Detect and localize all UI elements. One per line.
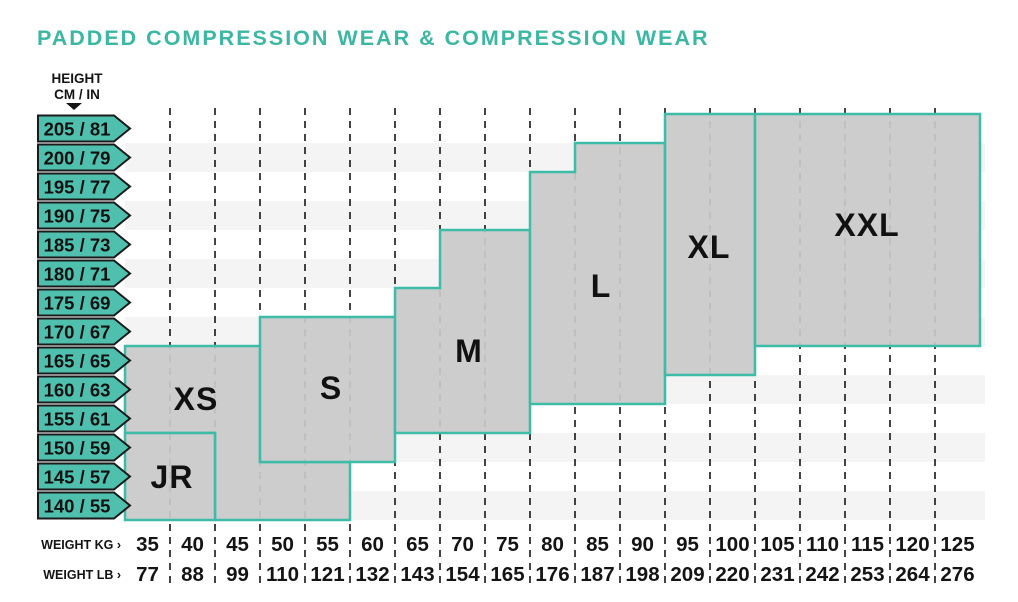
height-tag-label: 195 / 77	[44, 177, 111, 198]
page-title: PADDED COMPRESSION WEAR & COMPRESSION WE…	[37, 26, 710, 50]
height-tag-label: 175 / 69	[44, 293, 111, 314]
weight-value: 220	[715, 563, 749, 586]
height-tag-label: 190 / 75	[44, 206, 111, 227]
weight-value: 209	[670, 563, 704, 586]
height-tag	[37, 317, 132, 346]
size-region-label: M	[455, 333, 483, 369]
weight-value: 132	[355, 563, 389, 586]
height-tag-label: 140 / 55	[44, 496, 111, 517]
weight-value: 198	[625, 563, 659, 586]
size-region-label: XXL	[834, 207, 899, 243]
weight-value: 143	[400, 563, 434, 586]
weight-value: 70	[451, 533, 474, 556]
weight-value: 231	[760, 563, 794, 586]
weight-value: 50	[271, 533, 294, 556]
weight-value: 95	[676, 533, 699, 556]
weight-value: 105	[760, 533, 794, 556]
height-tag	[37, 433, 132, 462]
weight-value: 242	[805, 563, 839, 586]
height-tag-label: 155 / 61	[44, 409, 111, 430]
height-tag	[37, 201, 132, 230]
height-tag	[37, 143, 132, 172]
weight-value: 45	[226, 533, 249, 556]
size-region-xl: XL	[663, 112, 757, 377]
size-region-jr: JR	[123, 431, 217, 522]
height-tag	[37, 259, 132, 288]
weight-value: 88	[181, 563, 204, 586]
weight-value: 77	[136, 563, 159, 586]
height-tag	[37, 114, 132, 143]
weight-axis-lb: WEIGHT LB › 77 88 99 110 121 132 143 154 165 176 18…	[43, 563, 974, 586]
height-tag	[37, 230, 132, 259]
height-axis-title-line2: CM / IN	[54, 87, 100, 102]
weight-value: 99	[226, 563, 249, 586]
height-tag-label: 185 / 73	[44, 235, 111, 256]
weight-value: 165	[490, 563, 524, 586]
weight-axis-label: WEIGHT LB ›	[43, 568, 121, 582]
weight-value: 100	[715, 533, 749, 556]
weight-value: 60	[361, 533, 384, 556]
size-region-xs: XS	[123, 344, 352, 522]
size-region-l: L	[528, 141, 667, 406]
height-tag-label: 180 / 71	[44, 264, 111, 285]
weight-value: 90	[631, 533, 654, 556]
size-region-label: L	[591, 268, 612, 304]
height-tag	[37, 491, 132, 520]
height-tag-label: 200 / 79	[44, 148, 111, 169]
size-region-xxl: XXL	[753, 112, 982, 348]
height-tag	[37, 375, 132, 404]
weight-value: 85	[586, 533, 609, 556]
weight-value: 110	[806, 533, 839, 556]
size-region-m: M	[393, 228, 532, 435]
height-tag	[37, 288, 132, 317]
height-tag-label: 205 / 81	[44, 119, 111, 140]
size-region-label: XS	[174, 381, 219, 417]
weight-value: 176	[535, 563, 569, 586]
height-tag	[37, 346, 132, 375]
height-tags: 205 / 81 200 / 79 195 / 77 190 / 75 185 / 73…	[37, 114, 132, 520]
height-tag-label: 170 / 67	[44, 322, 111, 343]
weight-axis-kg: WEIGHT KG › 35 40 45 50 55 60 65 70 75 80 85 90 95 100…	[41, 533, 974, 556]
weight-value: 80	[541, 533, 564, 556]
down-arrow-icon	[66, 103, 82, 110]
weight-value: 154	[445, 563, 480, 586]
weight-value: 110	[266, 563, 299, 586]
size-region-label: S	[320, 370, 342, 406]
height-tag-label: 145 / 57	[44, 467, 111, 488]
weight-value: 125	[940, 533, 974, 556]
weight-value: 55	[316, 533, 339, 556]
height-tag-label: 165 / 65	[44, 351, 111, 372]
size-region-label: XL	[688, 229, 731, 265]
height-tag	[37, 404, 132, 433]
weight-value: 75	[496, 533, 519, 556]
size-region-shape	[258, 315, 397, 464]
weight-value: 264	[895, 563, 930, 586]
weight-value: 35	[136, 533, 159, 556]
height-tag-label: 160 / 63	[44, 380, 111, 401]
weight-value: 65	[406, 533, 429, 556]
weight-value: 187	[580, 563, 614, 586]
height-tag-label: 150 / 59	[44, 438, 111, 459]
size-region-shape	[753, 112, 982, 348]
size-region-shape	[663, 112, 757, 377]
weight-value: 40	[181, 533, 204, 556]
height-axis-title-line1: HEIGHT	[51, 71, 103, 86]
height-tag	[37, 172, 132, 201]
height-tag	[37, 462, 132, 491]
size-region-s: S	[258, 315, 397, 464]
size-region-label: JR	[151, 459, 194, 495]
weight-value: 276	[940, 563, 974, 586]
size-region-shape	[123, 431, 217, 522]
weight-value: 253	[850, 563, 884, 586]
weight-value: 115	[851, 533, 884, 556]
weight-value: 120	[895, 533, 929, 556]
weight-value: 121	[310, 563, 344, 586]
weight-axis-label: WEIGHT KG ›	[41, 538, 121, 552]
